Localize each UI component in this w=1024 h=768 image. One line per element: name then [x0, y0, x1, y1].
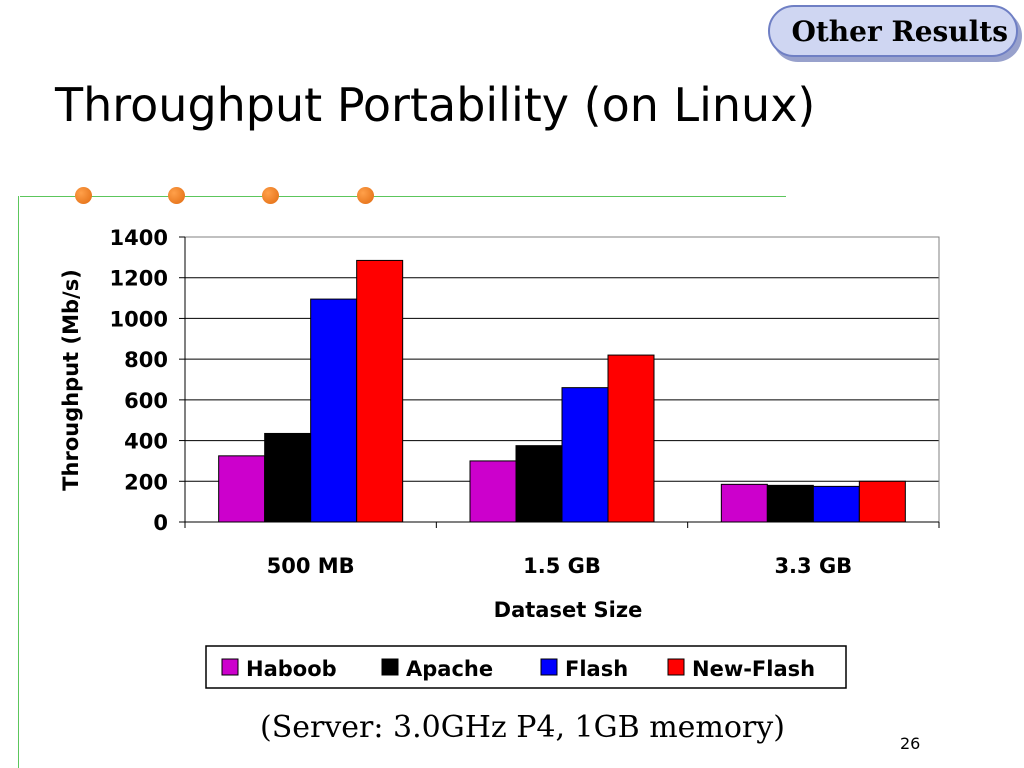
bar-haboob: [720, 483, 768, 523]
x-tick-label: 1.5 GB: [523, 554, 601, 578]
legend-label: Apache: [406, 657, 493, 681]
bar-flash: [310, 298, 358, 523]
section-badge-label: Other Results: [791, 15, 1008, 48]
bar-new-flash: [607, 354, 655, 523]
bullet-dot-icon: [262, 187, 279, 204]
y-tick-label: 400: [124, 430, 168, 454]
bullet-dot-icon: [357, 187, 374, 204]
bar-flash: [561, 387, 609, 523]
bar-apache: [766, 484, 814, 523]
x-tick-label: 3.3 GB: [774, 554, 852, 578]
divider-vertical: [18, 196, 19, 768]
y-tick-label: 200: [124, 470, 168, 494]
legend-swatch: [381, 658, 399, 676]
bar-haboob: [469, 460, 517, 523]
x-tick-label: 500 MB: [267, 554, 355, 578]
y-tick-label: 600: [124, 389, 168, 413]
legend-label: Flash: [565, 657, 628, 681]
y-axis-title: Throughput (Mb/s): [59, 269, 83, 491]
x-axis-title: Dataset Size: [494, 598, 643, 622]
bar-haboob: [218, 455, 266, 523]
y-tick-label: 800: [124, 348, 168, 372]
bar-new-flash: [356, 259, 404, 523]
page-number: 26: [900, 734, 921, 753]
bullet-dot-icon: [75, 187, 92, 204]
y-tick-label: 1200: [110, 267, 168, 291]
legend-swatch: [221, 658, 239, 676]
bar-flash: [812, 485, 860, 523]
bar-new-flash: [858, 480, 906, 523]
slide-title: Throughput Portability (on Linux): [55, 78, 816, 132]
legend-box: [205, 645, 847, 689]
divider-horizontal: [20, 196, 786, 197]
bar-apache: [515, 445, 563, 523]
bar-apache: [264, 432, 312, 523]
section-badge: Other Results: [768, 5, 1018, 57]
y-tick-label: 1400: [110, 226, 168, 250]
slide-caption: (Server: 3.0GHz P4, 1GB memory): [260, 710, 785, 745]
legend-label: Haboob: [246, 657, 337, 681]
legend-label: New-Flash: [692, 657, 815, 681]
legend-swatch: [540, 658, 558, 676]
legend-swatch: [667, 658, 685, 676]
y-tick-label: 0: [153, 511, 168, 535]
y-tick-label: 1000: [110, 307, 168, 331]
bullet-dot-icon: [168, 187, 185, 204]
